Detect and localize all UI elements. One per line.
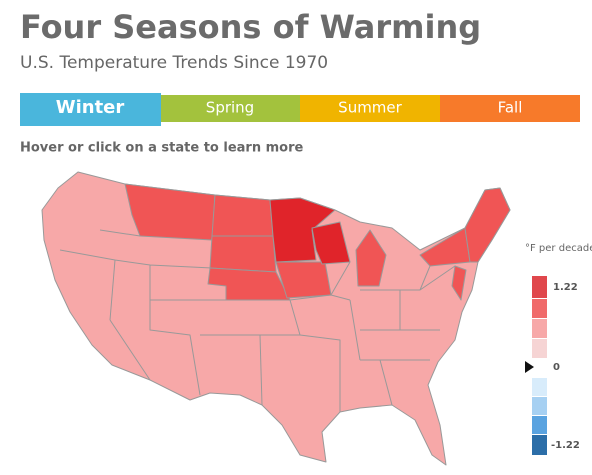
state[interactable] <box>464 187 511 263</box>
tab-label: Summer <box>338 99 402 117</box>
instruction: Hover or click on a state to learn more <box>20 141 303 156</box>
legend-swatch <box>532 319 547 338</box>
state[interactable] <box>124 183 216 241</box>
state[interactable] <box>451 265 467 301</box>
legend-label: 0 <box>553 362 560 373</box>
legend <box>525 276 547 455</box>
state[interactable] <box>211 194 274 237</box>
legend-swatch <box>532 299 547 318</box>
legend-pointer <box>525 361 534 373</box>
state[interactable] <box>311 221 351 265</box>
tab-label: Winter <box>56 97 125 118</box>
legend-swatch <box>532 276 547 298</box>
legend-swatch <box>532 416 547 434</box>
tab-summer[interactable] <box>300 95 440 122</box>
tab-fall[interactable] <box>440 95 580 122</box>
title: Four Seasons of Warming <box>20 8 481 46</box>
us-outline[interactable] <box>41 171 511 466</box>
tab-label: Fall <box>498 99 523 117</box>
legend-swatch <box>532 378 547 396</box>
tab-winter[interactable] <box>20 93 161 126</box>
legend-swatch <box>532 339 547 358</box>
tab-spring[interactable] <box>161 95 300 122</box>
state[interactable] <box>209 235 277 273</box>
state[interactable] <box>355 229 387 287</box>
legend-swatch <box>532 397 547 415</box>
map <box>41 171 511 466</box>
subtitle: U.S. Temperature Trends Since 1970 <box>20 53 328 73</box>
legend-swatch <box>532 435 547 455</box>
legend-label: -1.22 <box>551 440 580 451</box>
legend-title: °F per decade <box>525 243 592 254</box>
tab-label: Spring <box>206 99 254 117</box>
state[interactable] <box>269 197 336 263</box>
legend-label: 1.22 <box>553 282 578 293</box>
state-borders <box>59 229 456 412</box>
